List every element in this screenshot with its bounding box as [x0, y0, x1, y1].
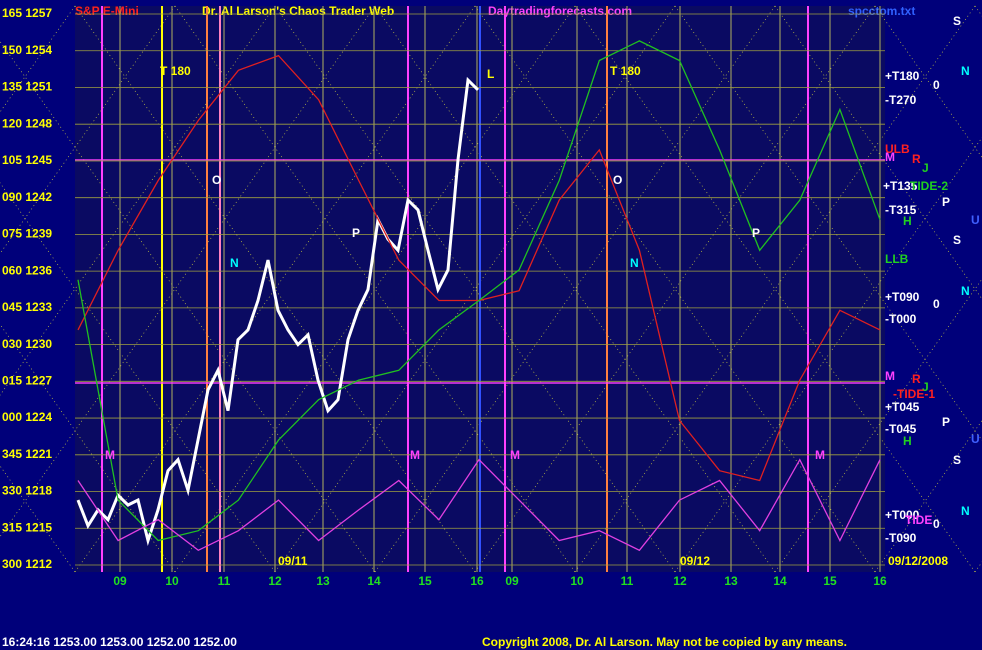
y-tick-label: 315 1215: [2, 520, 52, 534]
chart-title: Dr. Al Larson's Chaos Trader Web: [202, 4, 394, 18]
annotation: M: [510, 448, 520, 462]
y-tick-label: 330 1218: [2, 484, 52, 498]
x-tick-label: 11: [621, 574, 634, 588]
x-tick-label: 15: [823, 574, 837, 588]
series-line: [77, 40, 881, 542]
right-label: 0: [933, 517, 940, 531]
annotation: O: [212, 173, 221, 187]
x-tick-label: 09: [505, 574, 519, 588]
right-label: U: [971, 432, 980, 446]
y-tick-label: 120 1248: [2, 116, 52, 130]
annotation: N: [230, 256, 239, 270]
x-tick-label: 14: [367, 574, 381, 588]
right-label: LLB: [885, 252, 909, 266]
copyright: Copyright 2008, Dr. Al Larson. May not b…: [482, 635, 847, 649]
annotation: L: [487, 67, 494, 81]
right-label: H: [903, 214, 912, 228]
right-label: N: [961, 284, 970, 298]
site: Daytradingforecasts.com: [488, 4, 632, 18]
annotation: N: [630, 256, 639, 270]
right-label: R: [912, 152, 921, 166]
right-label: -T315: [885, 203, 917, 217]
status: 16:24:16 1253.00 1253.00 1252.00 1252.00: [2, 635, 237, 649]
x-tick-label: 10: [165, 574, 179, 588]
y-tick-label: 000 1224: [2, 410, 52, 424]
right-label: J: [922, 380, 929, 394]
y-tick-label: 135 1251: [2, 80, 52, 94]
annotation: T 180: [160, 64, 191, 78]
right-label: -TIDE-1: [893, 387, 935, 401]
annotation: 09/12: [680, 554, 710, 568]
y-tick-label: 060 1236: [2, 263, 52, 277]
right-label: +T090: [885, 290, 920, 304]
right-label: S: [953, 453, 961, 467]
x-tick-label: 11: [218, 574, 231, 588]
right-label: 0: [933, 78, 940, 92]
right-label: ULB: [885, 142, 910, 156]
right-label: S: [953, 14, 961, 28]
y-tick-label: 105 1245: [2, 153, 52, 167]
right-label: M: [885, 150, 895, 164]
right-label: H: [903, 434, 912, 448]
x-tick-label: 14: [773, 574, 787, 588]
y-tick-label: 015 1227: [2, 374, 52, 388]
x-tick-label: 13: [316, 574, 330, 588]
y-tick-label: 300 1212: [2, 557, 52, 571]
right-label: +T135: [883, 179, 918, 193]
x-tick-label: 12: [673, 574, 687, 588]
right-label: P: [942, 195, 950, 209]
right-label: -T045: [885, 422, 917, 436]
right-label: 09/12/2008: [888, 554, 948, 568]
annotation: P: [352, 226, 360, 240]
x-tick-label: 13: [724, 574, 738, 588]
right-label: P: [942, 415, 950, 429]
right-label: S: [953, 233, 961, 247]
annotation: P: [752, 226, 760, 240]
annotation: O: [613, 173, 622, 187]
y-tick-label: 030 1230: [2, 337, 52, 351]
right-label: M: [885, 369, 895, 383]
series-line: [77, 458, 881, 552]
right-label: 0: [933, 297, 940, 311]
annotation: 09/11: [278, 554, 308, 568]
right-label: U: [971, 213, 980, 227]
y-tick-label: 150 1254: [2, 43, 52, 57]
right-label: +T045: [885, 400, 920, 414]
right-label: -T270: [885, 93, 917, 107]
right-label: TIDE: [905, 513, 932, 527]
symbol: S&P E-Mini: [75, 4, 139, 18]
annotation: M: [410, 448, 420, 462]
right-label: J: [922, 161, 929, 175]
annotation: T 180: [610, 64, 641, 78]
right-label: +T000: [885, 508, 920, 522]
y-tick-label: 090 1242: [2, 190, 52, 204]
x-tick-label: 16: [470, 574, 484, 588]
right-label: -T090: [885, 531, 917, 545]
x-tick-label: 10: [570, 574, 584, 588]
y-tick-label: 345 1221: [2, 447, 52, 461]
annotation: M: [815, 448, 825, 462]
right-label: N: [961, 504, 970, 518]
right-label: +T180: [885, 69, 920, 83]
y-tick-label: 075 1239: [2, 227, 52, 241]
right-label: N: [961, 64, 970, 78]
x-tick-label: 12: [268, 574, 282, 588]
right-label: -T000: [885, 312, 917, 326]
y-tick-label: 165 1257: [2, 6, 52, 20]
x-tick-label: 09: [113, 574, 127, 588]
right-label: R: [912, 372, 921, 386]
x-tick-label: 15: [418, 574, 432, 588]
file-name: spcctom.txt: [848, 4, 915, 18]
annotation: M: [105, 448, 115, 462]
x-tick-label: 16: [873, 574, 887, 588]
right-label: TIDE-2: [910, 179, 948, 193]
y-tick-label: 045 1233: [2, 300, 52, 314]
